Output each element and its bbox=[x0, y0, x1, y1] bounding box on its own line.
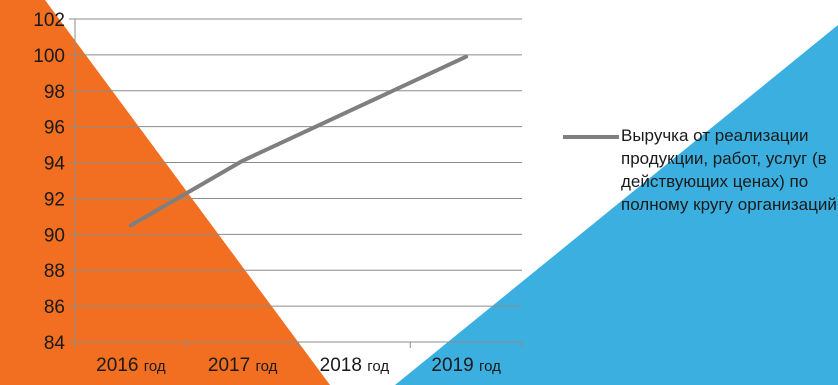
y-tick-label: 96 bbox=[44, 118, 65, 139]
x-tick-label: 2017 год bbox=[208, 355, 278, 376]
orange-triangle bbox=[0, 0, 330, 385]
legend: Выручка от реализации продукции, работ, … bbox=[563, 124, 838, 216]
blue-triangle bbox=[395, 25, 838, 385]
gridlines bbox=[69, 18, 522, 343]
y-tick-label: 90 bbox=[44, 225, 65, 246]
y-tick-label: 102 bbox=[33, 10, 65, 31]
legend-label: Выручка от реализации продукции, работ, … bbox=[621, 126, 837, 214]
y-tick-label: 92 bbox=[44, 189, 65, 210]
y-tick-label: 84 bbox=[44, 333, 66, 354]
y-tick-label: 88 bbox=[44, 261, 65, 282]
axes bbox=[74, 19, 523, 348]
series-line bbox=[128, 54, 469, 228]
x-tick-label: 2018 год bbox=[320, 355, 390, 376]
legend-swatch bbox=[563, 135, 619, 139]
y-tick-label: 86 bbox=[44, 297, 65, 318]
y-tick-label: 94 bbox=[44, 154, 66, 175]
y-axis-ticks: 84 86 88 90 92 94 96 98 100 102 bbox=[33, 10, 65, 354]
x-axis-ticks: 2016 год 2017 год 2018 год 2019 год bbox=[96, 355, 501, 376]
y-tick-label: 100 bbox=[33, 46, 65, 67]
y-tick-label: 98 bbox=[44, 82, 65, 103]
series-lines bbox=[128, 54, 469, 228]
x-tick-label: 2016 год bbox=[96, 355, 166, 376]
x-tick-label: 2019 год bbox=[431, 355, 501, 376]
